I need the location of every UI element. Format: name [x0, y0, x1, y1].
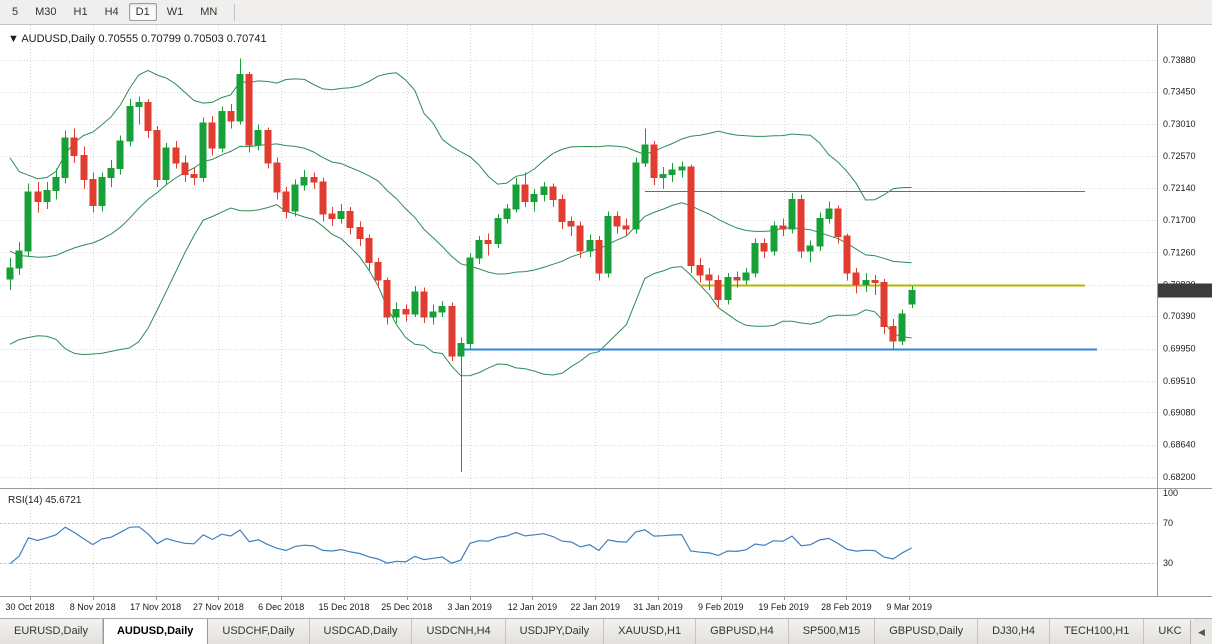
svg-text:0.73010: 0.73010 — [1163, 119, 1196, 129]
svg-text:12 Jan 2019: 12 Jan 2019 — [508, 602, 558, 612]
timeframe-button-m5[interactable]: 5 — [12, 6, 19, 18]
svg-text:3 Jan 2019: 3 Jan 2019 — [447, 602, 492, 612]
svg-text:0.71260: 0.71260 — [1163, 247, 1196, 257]
svg-text:9 Feb 2019: 9 Feb 2019 — [698, 602, 744, 612]
svg-text:15 Dec 2018: 15 Dec 2018 — [318, 602, 369, 612]
timeframe-button-w1[interactable]: W1 — [166, 6, 184, 18]
svg-text:9 Mar 2019: 9 Mar 2019 — [886, 602, 932, 612]
tab-sp500-m15[interactable]: SP500,M15 — [788, 619, 876, 644]
bollinger-middle-band — [9, 143, 912, 275]
timeframe-button-m30[interactable]: M30 — [35, 6, 57, 18]
tab-dj30-h4[interactable]: DJ30,H4 — [978, 619, 1050, 644]
svg-text:30: 30 — [1163, 558, 1173, 568]
tab-xauusd-h1[interactable]: XAUUSD,H1 — [604, 619, 697, 644]
svg-text:22 Jan 2019: 22 Jan 2019 — [570, 602, 620, 612]
tab-gbpusd-daily[interactable]: GBPUSD,Daily — [875, 619, 979, 644]
chart-symbol-title: ▼ AUDUSD,Daily 0.70555 0.70799 0.70503 0… — [8, 33, 267, 45]
svg-text:8 Nov 2018: 8 Nov 2018 — [70, 602, 116, 612]
candlesticks — [6, 58, 916, 472]
toolbar-separator — [234, 3, 236, 21]
timeframe-button-d1[interactable]: D1 — [128, 3, 157, 21]
svg-text:0.70390: 0.70390 — [1163, 311, 1196, 321]
svg-text:30 Oct 2018: 30 Oct 2018 — [5, 602, 54, 612]
rsi-line — [9, 526, 912, 565]
rsi-level-lines — [0, 523, 1157, 564]
rsi-indicator-title: RSI(14) 45.6721 — [8, 495, 82, 506]
rsi-axis: 100 70 30 — [1163, 488, 1178, 568]
tab-usdcnh-h4[interactable]: USDCNH,H4 — [412, 619, 506, 644]
timeframe-button-h4[interactable]: H4 — [104, 6, 119, 18]
chart-background — [0, 25, 1212, 618]
svg-text:6 Dec 2018: 6 Dec 2018 — [258, 602, 304, 612]
svg-text:0.69510: 0.69510 — [1163, 376, 1196, 386]
current-price-badge — [1158, 283, 1212, 298]
chart-tabs-bar: EURUSD,Daily AUDUSD,Daily USDCHF,Daily U… — [0, 618, 1212, 644]
tab-usdcad-daily[interactable]: USDCAD,Daily — [309, 619, 413, 644]
svg-text:0.69080: 0.69080 — [1163, 407, 1196, 417]
timeframe-button-mn[interactable]: MN — [200, 6, 218, 18]
svg-text:28 Feb 2019: 28 Feb 2019 — [821, 602, 872, 612]
tab-usdjpy-daily[interactable]: USDJPY,Daily — [505, 619, 605, 644]
bollinger-lower-band — [9, 204, 912, 377]
svg-text:0.69950: 0.69950 — [1163, 344, 1196, 354]
timeframe-toolbar: 5 M30 H1 H4 D1 W1 MN — [0, 0, 1212, 25]
svg-text:31 Jan 2019: 31 Jan 2019 — [633, 602, 683, 612]
timeframe-button-h1[interactable]: H1 — [73, 6, 88, 18]
bollinger-bands — [9, 69, 912, 377]
bollinger-upper-band — [9, 69, 912, 201]
svg-text:0.73450: 0.73450 — [1163, 87, 1196, 97]
svg-text:0.71700: 0.71700 — [1163, 215, 1196, 225]
svg-text:0.68640: 0.68640 — [1163, 440, 1196, 450]
chart-area: 0.73880 0.73450 0.73010 0.72570 0.72140 0.717… — [0, 25, 1212, 623]
svg-text:27 Nov 2018: 27 Nov 2018 — [193, 602, 244, 612]
tab-tech100-h1[interactable]: TECH100,H1 — [1049, 619, 1145, 644]
svg-text:0.73880: 0.73880 — [1163, 55, 1196, 65]
price-chart-canvas[interactable]: 0.73880 0.73450 0.73010 0.72570 0.72140 0.717… — [0, 25, 1212, 618]
svg-text:0.72570: 0.72570 — [1163, 151, 1196, 161]
svg-text:17 Nov 2018: 17 Nov 2018 — [130, 602, 181, 612]
tab-usdchf-daily[interactable]: USDCHF,Daily — [208, 619, 310, 644]
svg-text:0.68200: 0.68200 — [1163, 472, 1196, 482]
date-axis[interactable]: 30 Oct 2018 8 Nov 2018 17 Nov 2018 27 Nov 2… — [5, 602, 931, 612]
svg-text:70: 70 — [1163, 518, 1173, 528]
tab-audusd-daily[interactable]: AUDUSD,Daily — [102, 619, 209, 644]
tab-scroll-left-icon[interactable]: ◀ — [1190, 620, 1212, 644]
tab-ukc[interactable]: UKC — [1144, 619, 1197, 644]
svg-text:100: 100 — [1163, 488, 1178, 498]
svg-text:0.72140: 0.72140 — [1163, 183, 1196, 193]
svg-text:25 Dec 2018: 25 Dec 2018 — [381, 602, 432, 612]
tab-gbpusd-h4[interactable]: GBPUSD,H4 — [696, 619, 789, 644]
tab-eurusd-daily[interactable]: EURUSD,Daily — [0, 619, 103, 644]
date-axis-ticks — [30, 597, 910, 600]
svg-text:19 Feb 2019: 19 Feb 2019 — [758, 602, 809, 612]
